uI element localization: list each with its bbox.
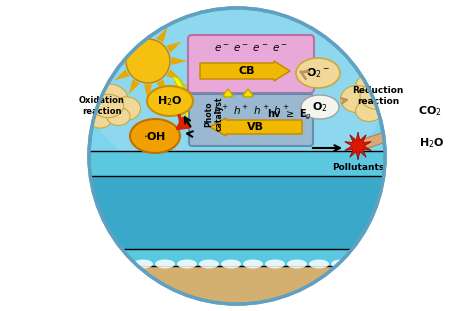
FancyBboxPatch shape — [89, 151, 385, 176]
Ellipse shape — [89, 84, 128, 113]
Ellipse shape — [356, 100, 383, 122]
FancyArrow shape — [243, 89, 254, 97]
Ellipse shape — [340, 86, 374, 113]
Ellipse shape — [287, 259, 307, 268]
Ellipse shape — [133, 259, 153, 268]
Ellipse shape — [265, 259, 285, 268]
Ellipse shape — [107, 107, 130, 126]
Polygon shape — [174, 78, 224, 125]
FancyArrow shape — [222, 89, 234, 97]
FancyArrowPatch shape — [178, 115, 189, 128]
FancyBboxPatch shape — [89, 156, 385, 304]
Ellipse shape — [353, 259, 373, 268]
FancyArrowPatch shape — [341, 98, 347, 104]
Ellipse shape — [75, 97, 104, 120]
Text: Oxidation
reaction: Oxidation reaction — [79, 96, 125, 116]
Polygon shape — [156, 28, 167, 42]
FancyBboxPatch shape — [188, 35, 314, 93]
Text: $e^-$ $e^-$ $e^-$ $e^-$: $e^-$ $e^-$ $e^-$ $e^-$ — [214, 44, 288, 54]
Text: $h^+$ $h^+$ $h^+$ $h^+$: $h^+$ $h^+$ $h^+$ $h^+$ — [213, 104, 289, 117]
Circle shape — [126, 39, 170, 83]
Text: H$_2$O: H$_2$O — [419, 136, 445, 150]
Polygon shape — [144, 23, 152, 37]
Ellipse shape — [106, 47, 130, 65]
Ellipse shape — [199, 259, 219, 268]
Ellipse shape — [411, 128, 453, 158]
FancyArrowPatch shape — [301, 71, 310, 79]
Polygon shape — [167, 42, 181, 52]
FancyBboxPatch shape — [89, 249, 385, 274]
Ellipse shape — [330, 21, 356, 41]
Text: O$_2$$^-$: O$_2$$^-$ — [306, 66, 330, 80]
Polygon shape — [110, 57, 124, 65]
Ellipse shape — [147, 86, 193, 116]
Polygon shape — [156, 80, 167, 94]
Text: $\cdot$OH: $\cdot$OH — [143, 130, 167, 142]
Ellipse shape — [101, 30, 135, 56]
Ellipse shape — [122, 43, 151, 63]
Ellipse shape — [309, 259, 329, 268]
Polygon shape — [172, 57, 186, 65]
Polygon shape — [115, 42, 129, 52]
Ellipse shape — [345, 9, 375, 33]
Ellipse shape — [85, 43, 114, 63]
Text: O$_2$: O$_2$ — [312, 100, 328, 114]
Text: Reduction
reaction: Reduction reaction — [352, 86, 404, 106]
Ellipse shape — [331, 259, 351, 268]
Ellipse shape — [360, 82, 396, 109]
Ellipse shape — [221, 259, 241, 268]
Text: CO$_2$: CO$_2$ — [418, 104, 442, 118]
Text: Pollutants: Pollutants — [332, 163, 384, 172]
Ellipse shape — [376, 98, 403, 118]
Ellipse shape — [130, 119, 180, 153]
Ellipse shape — [111, 259, 131, 268]
Polygon shape — [115, 70, 129, 80]
FancyArrowPatch shape — [187, 131, 193, 137]
Ellipse shape — [349, 25, 371, 42]
Ellipse shape — [89, 259, 109, 268]
Polygon shape — [167, 70, 181, 80]
Circle shape — [89, 8, 385, 304]
Polygon shape — [129, 80, 139, 94]
Text: VB: VB — [246, 122, 264, 132]
Polygon shape — [345, 132, 371, 160]
FancyBboxPatch shape — [189, 94, 313, 146]
Ellipse shape — [243, 259, 263, 268]
Text: Photo
catalyst: Photo catalyst — [204, 97, 224, 131]
Ellipse shape — [89, 110, 112, 128]
Text: H$_2$O: H$_2$O — [157, 94, 183, 108]
Ellipse shape — [92, 94, 124, 118]
Ellipse shape — [356, 71, 401, 104]
Ellipse shape — [409, 96, 451, 126]
Ellipse shape — [301, 95, 339, 119]
FancyArrowPatch shape — [313, 145, 340, 151]
Ellipse shape — [112, 97, 140, 120]
Polygon shape — [172, 76, 196, 119]
FancyArrow shape — [210, 118, 302, 136]
Ellipse shape — [296, 58, 340, 88]
Polygon shape — [144, 85, 152, 99]
Text: hv $\geq$ E$_g$: hv $\geq$ E$_g$ — [267, 108, 312, 122]
Ellipse shape — [177, 259, 197, 268]
Ellipse shape — [383, 86, 416, 113]
FancyArrow shape — [356, 125, 413, 151]
FancyArrowPatch shape — [185, 117, 191, 127]
Text: CB: CB — [239, 66, 255, 76]
FancyBboxPatch shape — [89, 266, 385, 304]
FancyArrow shape — [200, 61, 290, 81]
Ellipse shape — [89, 7, 385, 185]
Ellipse shape — [155, 259, 175, 268]
Polygon shape — [129, 28, 139, 42]
Ellipse shape — [364, 21, 390, 41]
